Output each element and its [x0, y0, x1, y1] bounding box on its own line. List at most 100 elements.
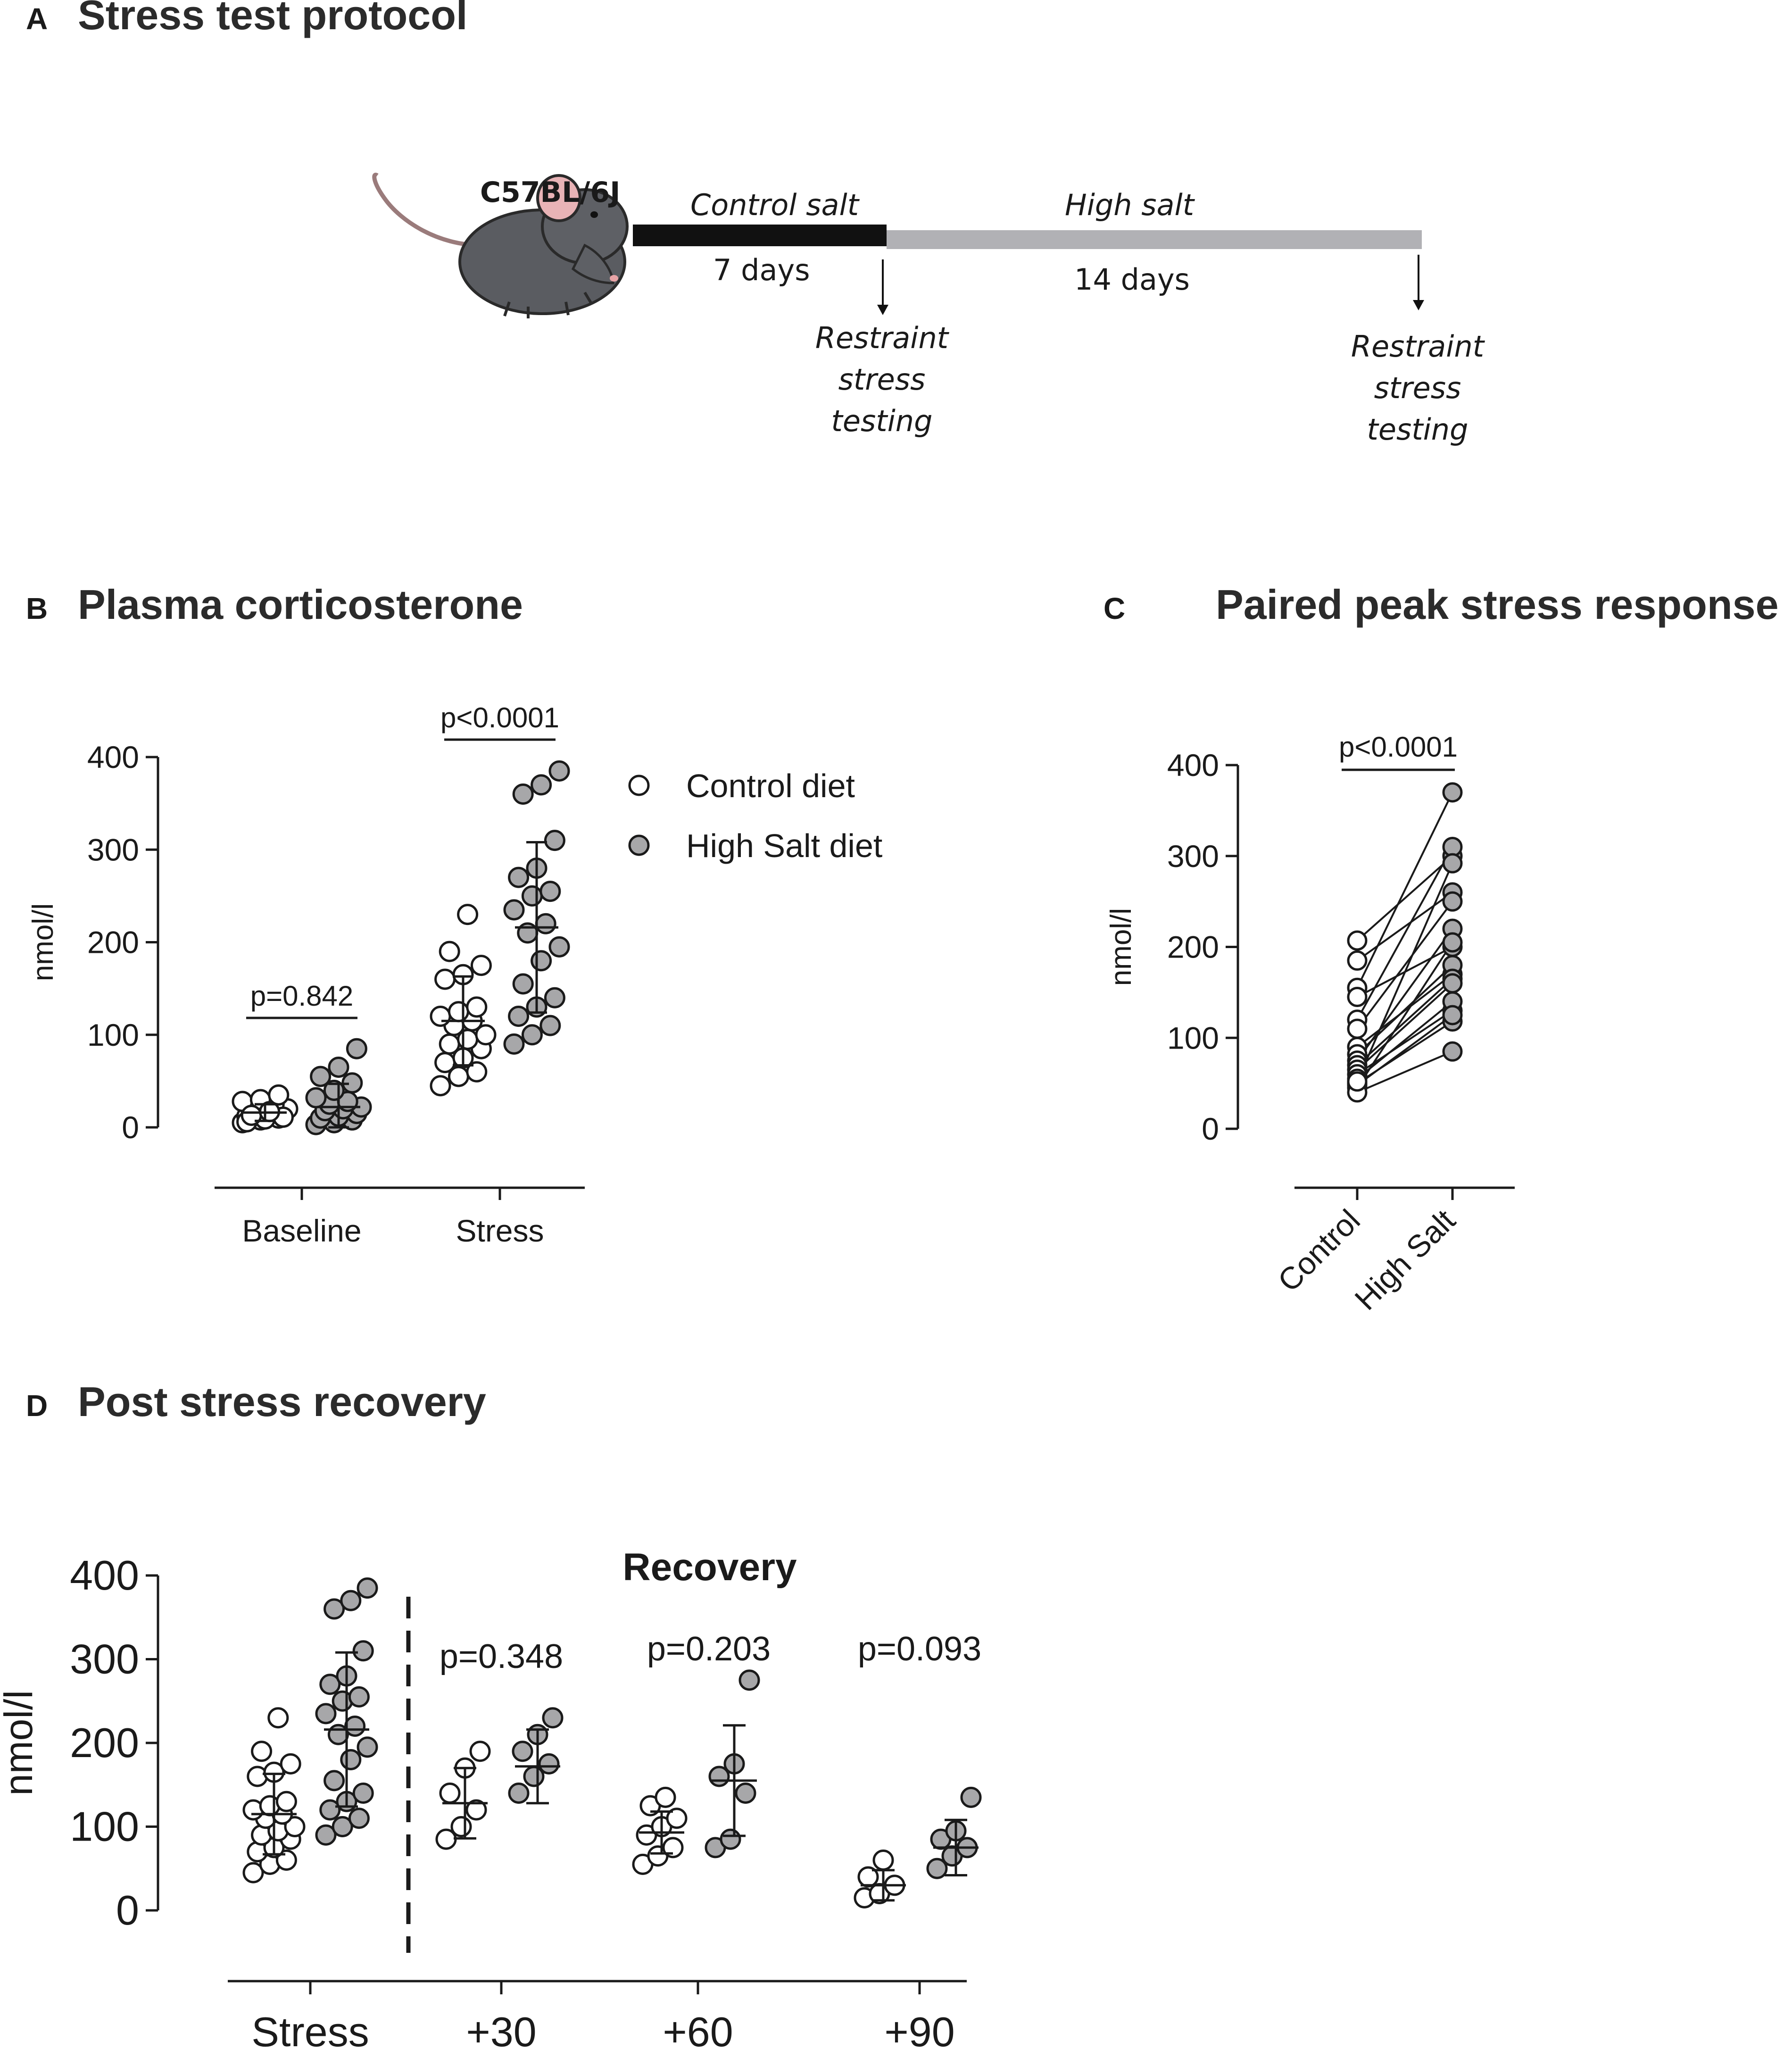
salt-point [738, 1669, 760, 1691]
control-point [475, 1024, 497, 1046]
y-tick-label: 300 [70, 1636, 139, 1683]
salt-point [539, 881, 561, 902]
control-point [284, 1816, 306, 1837]
control-point [465, 1799, 487, 1821]
y-tick-label: 200 [70, 1719, 139, 1766]
control-point [466, 1061, 488, 1083]
control-point [242, 1862, 264, 1883]
salt-point [315, 1824, 337, 1846]
control-point [470, 955, 492, 976]
control-point [1347, 1071, 1368, 1092]
y-tick-label: 400 [70, 1552, 139, 1599]
salt-point [538, 1753, 560, 1775]
control-point [439, 1783, 461, 1804]
panel-b-letter: B [26, 592, 48, 625]
salt-point [324, 1598, 345, 1620]
control-point [430, 1006, 451, 1027]
salt-point [315, 1703, 337, 1725]
phase2-label: High salt [1065, 188, 1195, 222]
y-tick-label: 200 [1167, 930, 1219, 965]
high-salt-bar [887, 230, 1422, 249]
control-point [1347, 930, 1368, 951]
pair-line [1356, 942, 1453, 1089]
chart-b: 0 100 200 300 400 nmol/l Baseline Stress p=0.842… [27, 702, 585, 1248]
x-tick-label: +90 [884, 2008, 954, 2050]
control-point [439, 1033, 460, 1055]
salt-point [328, 1056, 349, 1078]
x-tick-label: +60 [663, 2008, 733, 2050]
control-point [450, 1816, 472, 1837]
legend-salt-marker [628, 834, 650, 856]
control-salt-bar [633, 225, 887, 246]
test2-line3: testing [1367, 412, 1468, 447]
p-value-label: p=0.203 [647, 1630, 771, 1668]
test1-line2: stress [838, 362, 926, 397]
salt-point [348, 1808, 370, 1829]
p-value-label: p<0.0001 [440, 702, 559, 733]
y-tick-label: 0 [116, 1887, 139, 1933]
x-tick-label: Baseline [242, 1213, 361, 1248]
mouse-strain-label: C57BL/6J [480, 176, 620, 209]
salt-point [503, 1033, 525, 1055]
salt-point [305, 1087, 327, 1108]
y-tick-label: 400 [87, 740, 139, 775]
y-axis-title: nmol/l [1105, 908, 1137, 986]
y-tick-label: 200 [87, 925, 139, 960]
legend-control-marker [628, 775, 650, 796]
pair-line [1356, 978, 1453, 1066]
salt-point [357, 1736, 378, 1758]
pair-line [1356, 792, 1453, 989]
salt-point [1442, 932, 1463, 953]
control-point [655, 1786, 676, 1808]
y-tick-label: 300 [1167, 839, 1219, 874]
phase1-duration: 7 days [713, 253, 810, 287]
salt-point [531, 774, 552, 796]
x-tick-label: High Salt [1348, 1203, 1462, 1317]
x-tick-label: +30 [466, 2008, 536, 2050]
chart-d: 0 100 200 300 400 nmol/l Stress +30 +60 +90 Recove… [0, 1546, 982, 2050]
control-point [439, 941, 460, 962]
panel-d-letter: D [26, 1389, 48, 1423]
pair-line [1356, 928, 1453, 1061]
pair-line [1356, 983, 1453, 1071]
salt-point [340, 1590, 362, 1611]
y-tick-label: 100 [87, 1017, 139, 1052]
salt-point [960, 1786, 982, 1808]
control-point [434, 968, 456, 990]
salt-point [531, 950, 552, 972]
salt-point [352, 1640, 374, 1662]
mouse-illustration [372, 173, 629, 318]
control-point [457, 904, 479, 925]
pair-line [1356, 1014, 1453, 1086]
control-point [1347, 950, 1368, 971]
y-tick-label: 400 [1167, 748, 1219, 783]
salt-point [324, 1770, 345, 1792]
salt-point [512, 1741, 533, 1762]
recovery-label: Recovery [622, 1546, 797, 1589]
salt-point [310, 1066, 332, 1087]
salt-point [1442, 973, 1463, 994]
control-point [466, 996, 488, 1018]
panel-c: C Paired peak stress response 0 100 200 300… [1103, 581, 1779, 1317]
salt-point [346, 1038, 367, 1059]
salt-point [542, 1707, 564, 1729]
test1-line3: testing [831, 404, 933, 438]
panel-d: D Post stress recovery 0 100 200 300 400 nmol… [0, 1378, 982, 2050]
control-point [872, 1850, 894, 1871]
test1-line1: Restraint [815, 321, 950, 355]
salt-point [544, 987, 565, 1008]
salt-point [539, 1015, 561, 1036]
phase1-label: Control salt [690, 188, 860, 222]
salt-point [508, 1006, 530, 1027]
control-point [251, 1741, 273, 1762]
y-axis-title: nmol/l [27, 903, 59, 981]
control-point [434, 1052, 456, 1074]
p-value-label: p=0.842 [250, 980, 354, 1012]
salt-point [1442, 782, 1463, 803]
salt-point [340, 1749, 362, 1770]
salt-point [548, 936, 570, 958]
test2-line2: stress [1374, 371, 1461, 405]
salt-point [1442, 853, 1463, 874]
